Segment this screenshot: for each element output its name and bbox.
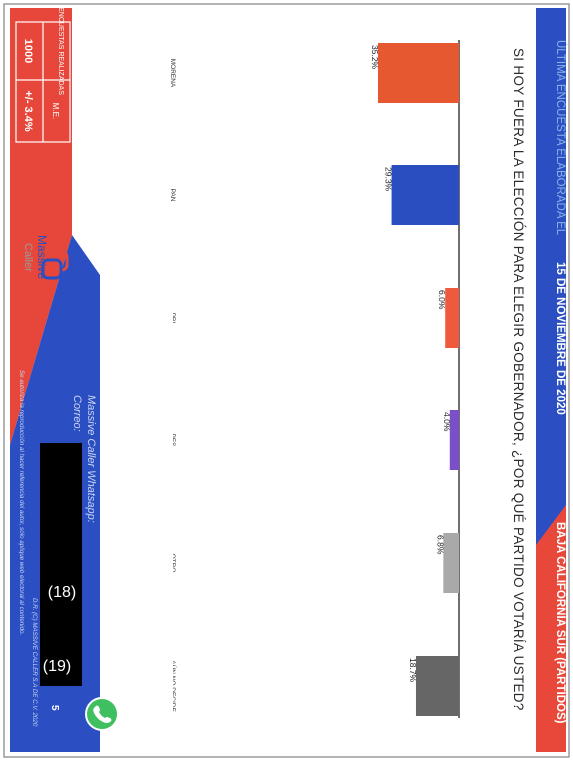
survey-date-prefix: ÚLTIMA ENCUESTA ELABORADA EL: [554, 40, 567, 236]
bar-pes: [449, 410, 459, 470]
bar-morena: [378, 43, 459, 103]
whatsapp-phone-icon: [85, 697, 119, 731]
data-label: 29.3%: [384, 167, 394, 192]
category-label: MORENA: [169, 59, 176, 88]
bar-otro: [443, 533, 459, 593]
page-number: 5: [49, 705, 60, 711]
data-label: 35.2%: [370, 45, 380, 70]
brand-name-2: Caller: [22, 243, 34, 272]
stats-label-margin: M.E.: [51, 103, 60, 119]
region-label: BAJA CALIFORNIA SUR (PARTIDOS): [554, 522, 566, 724]
stats-value-surveys: 1000: [22, 39, 34, 63]
bar-pan: [391, 165, 459, 225]
data-label: 4.0%: [442, 412, 452, 432]
footer-whatsapp: Massive Caller Whatsapp:: [85, 395, 97, 523]
header-banner-blue: [536, 8, 566, 545]
data-label: 6.0%: [437, 290, 447, 310]
bar-pri: [445, 288, 459, 348]
brand-name-1: Massive: [35, 235, 49, 279]
data-label: 6.8%: [435, 535, 445, 555]
stats-label-surveys: ENCUESTAS REALIZADAS: [57, 7, 64, 95]
data-label: 18.7%: [408, 658, 418, 683]
footer-copyright: D.R. (C) MASSIVE CALLER S.A DE C.V. 2020: [31, 598, 38, 727]
header-banner-red: [536, 505, 566, 752]
stats-table: ENCUESTAS REALIZADAS M.E. 1000 +/- 3.4%: [15, 7, 71, 143]
footer-panel-red: [10, 8, 72, 445]
footer-notice: Se autoriza la reproducción al hacer ref…: [18, 370, 25, 635]
category-label: PAN: [169, 189, 176, 202]
massive-caller-logo-icon: [41, 250, 69, 280]
redaction-block-2: [40, 640, 82, 686]
stats-value-margin: +/- 3.4%: [22, 90, 34, 131]
footer-email: Correo:: [71, 395, 83, 432]
redaction-label-1: (18): [48, 584, 76, 601]
survey-date: 15 DE NOVIEMBRE DE 2020: [554, 262, 566, 415]
category-label: AÚN NO DECIDE: [169, 660, 178, 712]
question-title: SI HOY FUERA LA ELECCIÓN PARA ELEGIR GOB…: [511, 48, 526, 711]
redaction-label-2: (19): [43, 658, 71, 675]
bar-a-n-no-decide: [415, 656, 459, 716]
